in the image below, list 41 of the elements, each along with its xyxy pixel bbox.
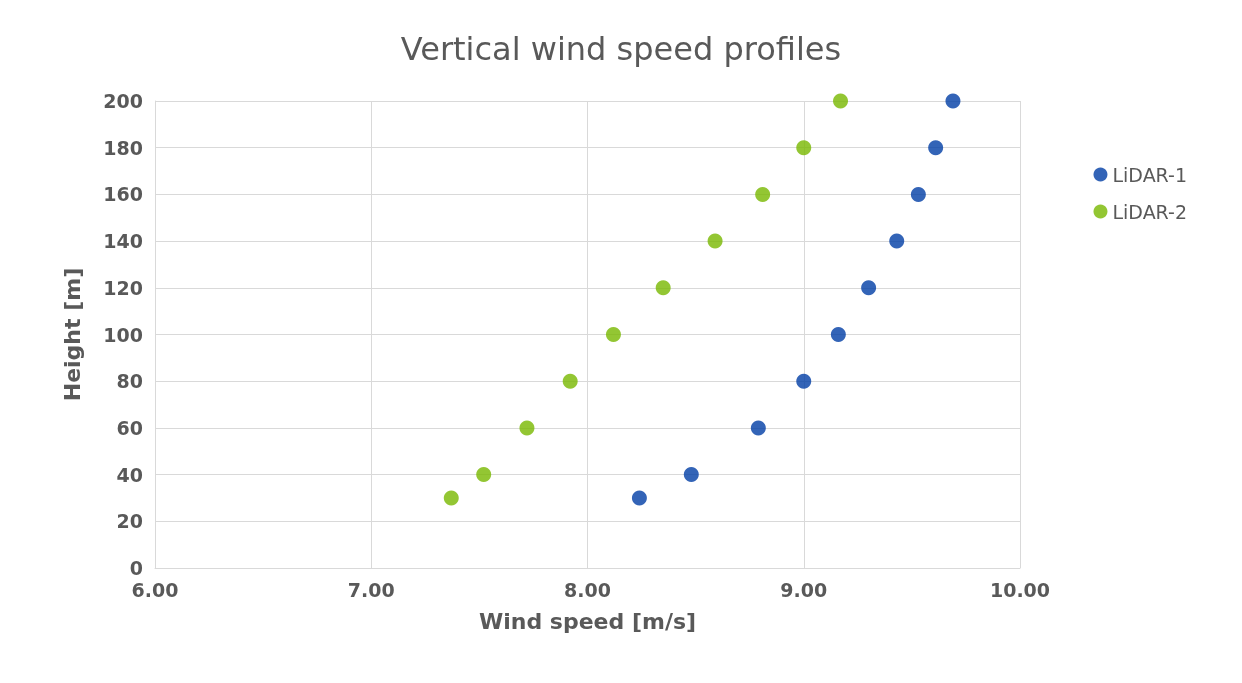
y-axis-title: Height [m]: [59, 267, 85, 402]
point: [683, 467, 699, 483]
point: [476, 467, 492, 483]
point: [750, 420, 766, 436]
point: [796, 373, 812, 389]
x-tick-label: 8.00: [564, 578, 611, 601]
chart-title: Vertical wind speed profiles: [400, 30, 842, 68]
y-tick-label: 80: [116, 370, 143, 393]
point: [833, 93, 849, 109]
y-tick-label: 0: [129, 557, 143, 579]
point: [861, 280, 877, 296]
y-tick-label: 200: [103, 90, 143, 112]
y-tick-label: 120: [103, 276, 143, 299]
legend-label: LiDAR-1: [1112, 163, 1188, 186]
point: [830, 327, 846, 342]
x-tick-label: 6.00: [131, 578, 179, 601]
point: [796, 140, 812, 156]
point: [707, 233, 723, 249]
y-tick-label: 140: [103, 230, 143, 253]
point: [562, 373, 578, 389]
y-tick-label: 180: [103, 136, 143, 159]
point: [755, 186, 771, 202]
y-tick-label: 20: [116, 510, 143, 533]
x-tick-label: 7.00: [347, 578, 395, 601]
point: [910, 186, 926, 202]
legend-label: LiDAR-2: [1112, 200, 1188, 223]
point: [928, 140, 944, 156]
y-tick-label: 40: [116, 463, 143, 486]
y-tick-label: 160: [103, 183, 143, 206]
x-tick-label: 9.00: [780, 578, 828, 601]
point: [945, 93, 961, 109]
point: [631, 490, 647, 506]
x-tick-label: 10.00: [989, 578, 1051, 601]
point: [519, 420, 535, 436]
point: [655, 280, 671, 296]
point: [889, 233, 905, 249]
y-tick-label: 100: [103, 323, 143, 346]
x-axis-title: Wind speed [m/s]: [478, 608, 697, 634]
y-tick-label: 60: [116, 416, 143, 439]
point: [443, 490, 459, 506]
point: [605, 327, 621, 342]
